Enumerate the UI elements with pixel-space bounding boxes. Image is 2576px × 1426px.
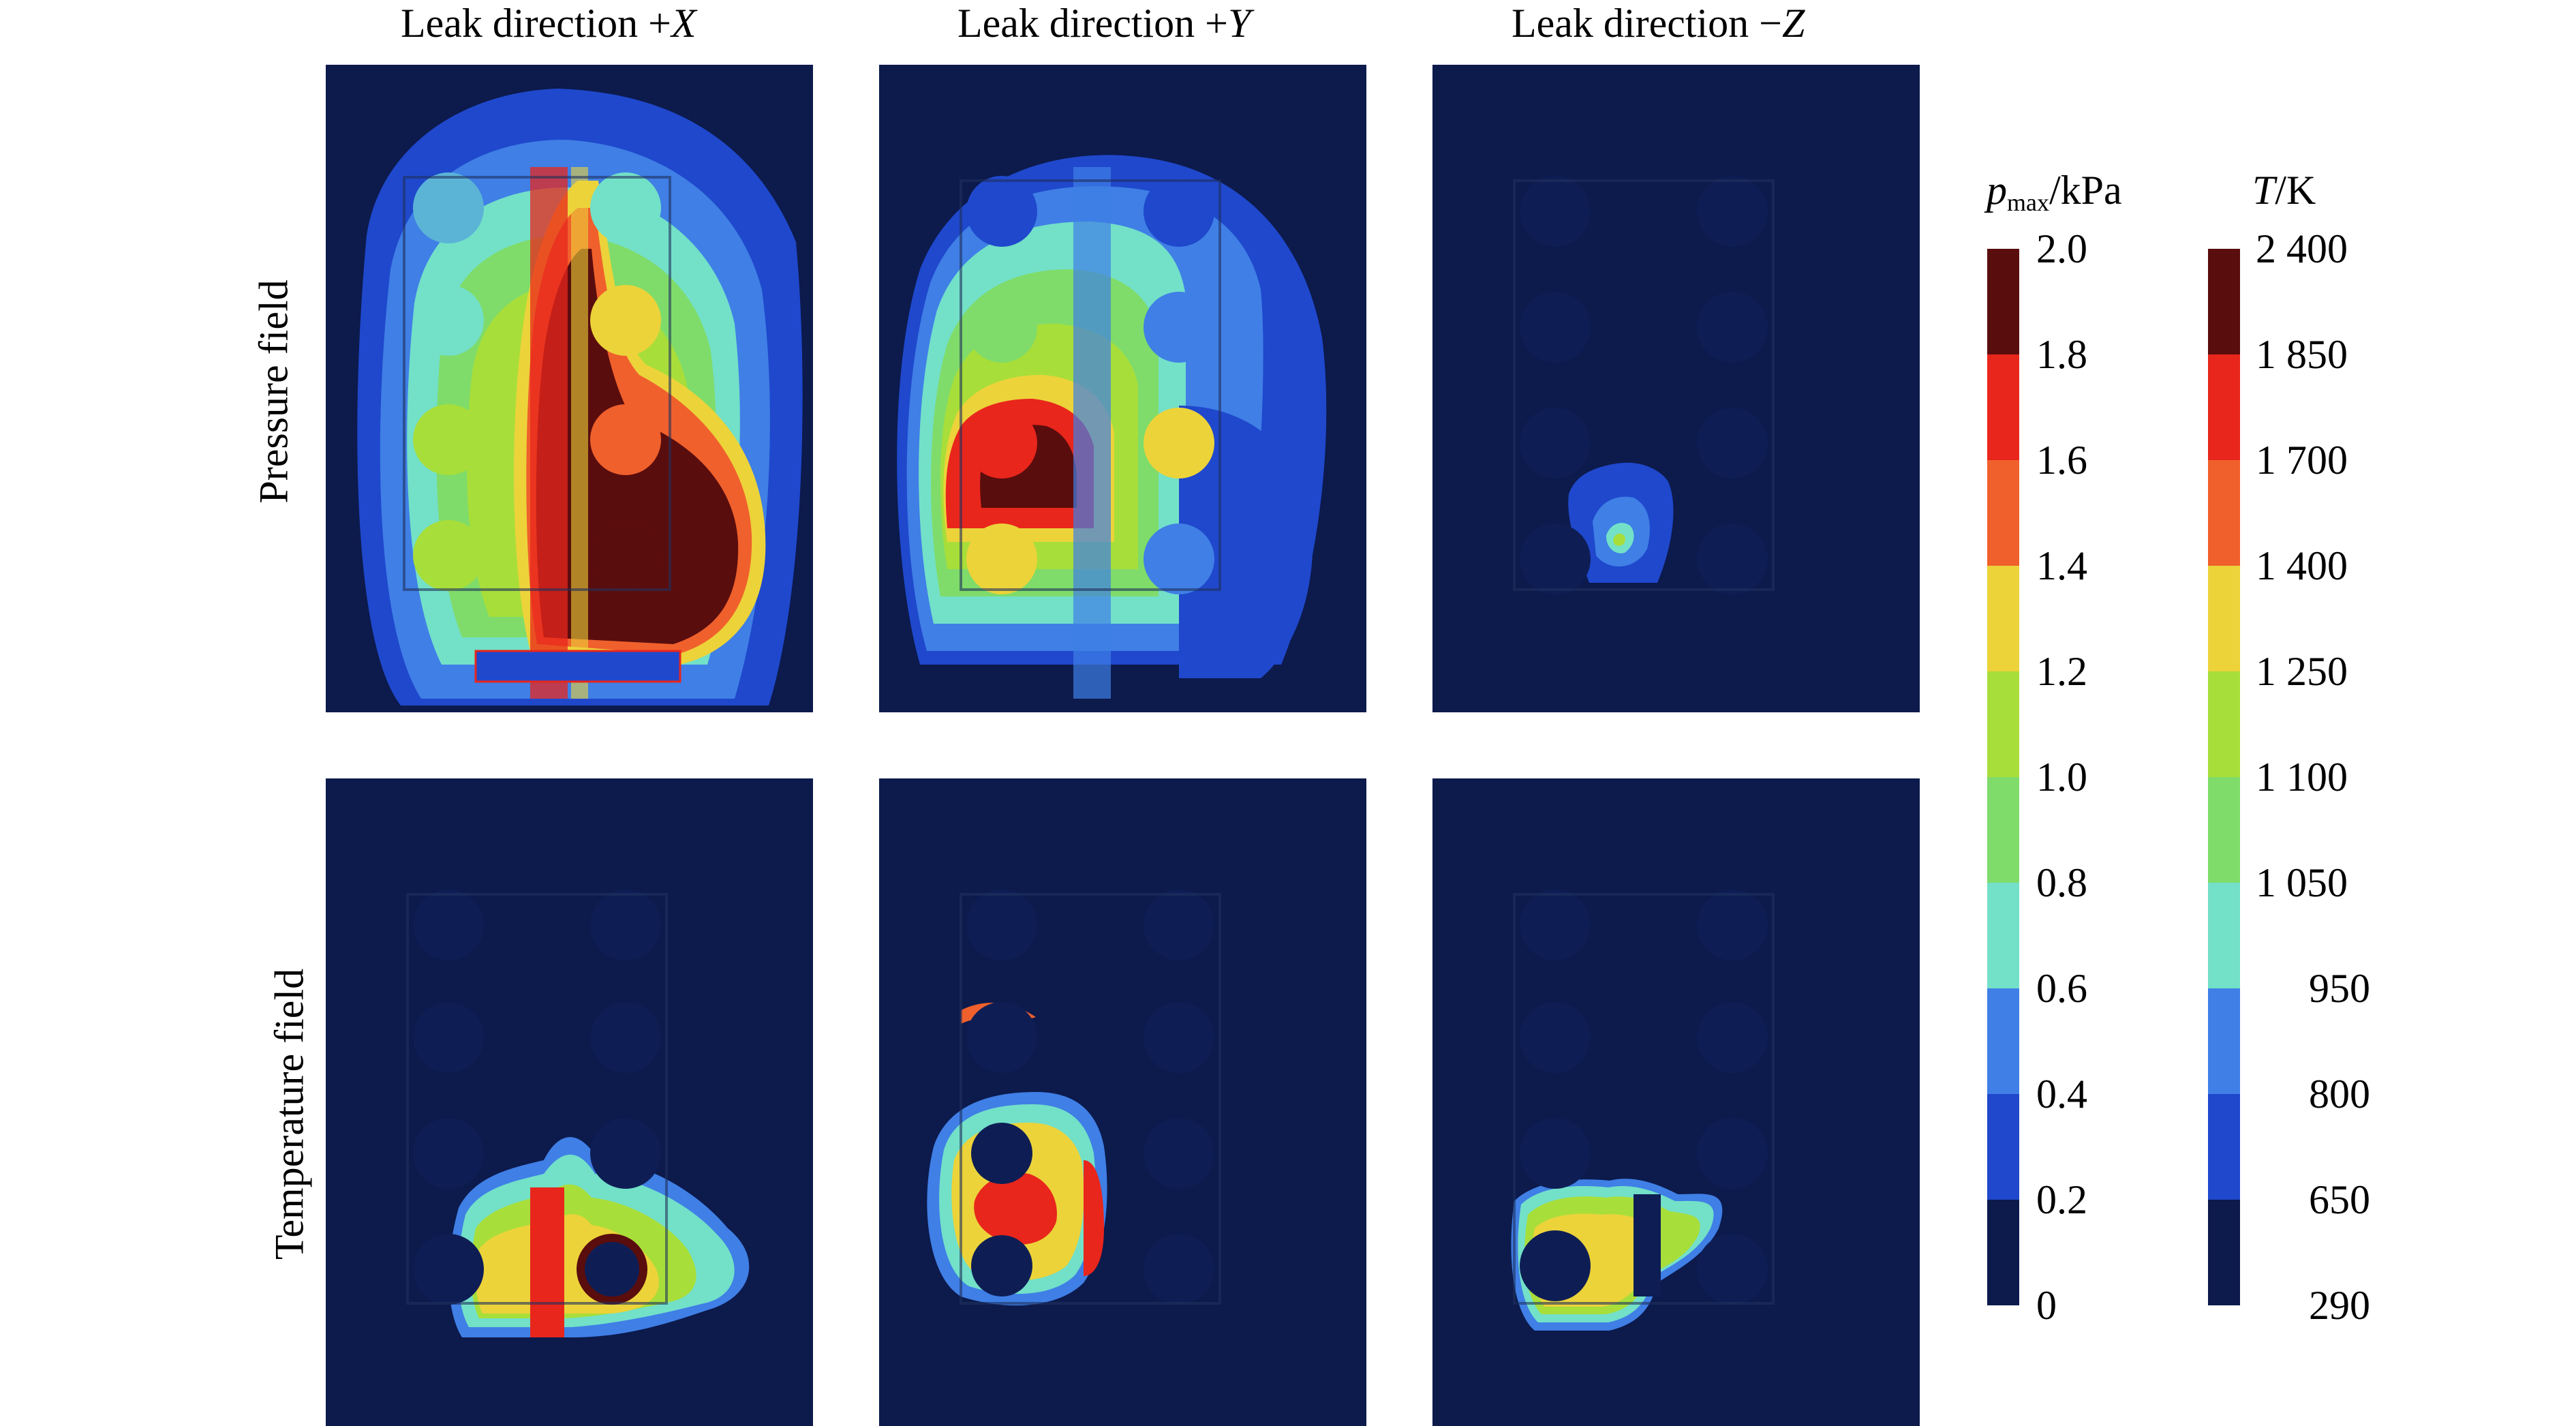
temperature-panel-leak-z — [1432, 778, 1920, 1426]
colorbar-segment — [1987, 249, 2019, 354]
temperature-tick: 950 — [2309, 966, 2370, 1011]
pressure-tick: 0.8 — [2036, 860, 2087, 905]
colorbar-segment — [1987, 883, 2019, 988]
colorbar-segment — [2208, 777, 2240, 883]
temperature-tick: 1 400 — [2256, 543, 2348, 588]
temperature-tick: 650 — [2309, 1177, 2370, 1222]
temperature-field-x-contours — [406, 890, 750, 1337]
pressure-tick: 0.6 — [2036, 966, 2087, 1011]
temperature-field-z-contours — [1511, 890, 1775, 1331]
pressure-tick: 1.4 — [2036, 543, 2087, 588]
pressure-tick: 0.2 — [2036, 1177, 2087, 1222]
temperature-panel-leak-x — [326, 778, 813, 1426]
temperature-tick: 800 — [2309, 1072, 2370, 1117]
colorbar-segment — [2208, 460, 2240, 566]
colorbar-segment — [1987, 1200, 2019, 1305]
temperature-field-y-contours — [927, 890, 1221, 1306]
colorbar-segment — [1987, 566, 2019, 671]
colorbar-segment — [1987, 1094, 2019, 1200]
pressure-field-x-contours — [357, 89, 803, 706]
colorbar-segment — [1987, 777, 2019, 883]
pressure-colorbar-title: pmax/kPa — [1987, 168, 2122, 216]
colorbar-segment — [2208, 1200, 2240, 1305]
pressure-tick: 1.2 — [2036, 649, 2087, 694]
pressure-colorbar — [1987, 249, 2019, 1305]
colorbar-segment — [1987, 354, 2019, 460]
colorbar-segment — [2208, 883, 2240, 988]
pressure-tick: 1.6 — [2036, 438, 2087, 483]
colorbar-segment — [1987, 988, 2019, 1094]
column-title-leak-x: Leak direction +X — [401, 1, 696, 46]
temperature-tick: 1 100 — [2256, 755, 2348, 800]
pressure-panel-leak-x — [326, 65, 813, 712]
pressure-tick: 1.8 — [2036, 332, 2087, 377]
column-title-leak-y: Leak direction +Y — [957, 1, 1251, 46]
pressure-tick: 0.4 — [2036, 1072, 2087, 1117]
pressure-panel-leak-z — [1432, 65, 1920, 712]
temperature-tick: 1 250 — [2256, 649, 2348, 694]
colorbar-segment — [2208, 988, 2240, 1094]
pressure-tick: 0 — [2036, 1283, 2057, 1328]
row-title-pressure: Pressure field — [251, 279, 296, 504]
pressure-tick: 2.0 — [2036, 226, 2087, 271]
temperature-tick: 1 050 — [2256, 860, 2348, 905]
colorbar-segment — [2208, 671, 2240, 777]
pressure-panel-leak-y — [879, 65, 1366, 712]
colorbar-segment — [2208, 249, 2240, 354]
pressure-tick: 1.0 — [2036, 755, 2087, 800]
colorbar-segment — [2208, 1094, 2240, 1200]
temperature-colorbar — [2208, 249, 2240, 1305]
temperature-colorbar-title: T/K — [2252, 168, 2316, 213]
temperature-tick: 290 — [2309, 1283, 2370, 1328]
temperature-tick: 1 700 — [2256, 438, 2348, 483]
colorbar-segment — [1987, 671, 2019, 777]
pressure-field-z-contours — [1513, 176, 1775, 594]
colorbar-segment — [2208, 354, 2240, 460]
pressure-field-y-contours — [897, 155, 1327, 699]
colorbar-segment — [1987, 460, 2019, 566]
temperature-tick: 2 400 — [2256, 226, 2348, 271]
temperature-tick: 1 850 — [2256, 332, 2348, 377]
column-title-leak-z: Leak direction −Z — [1512, 1, 1805, 46]
row-title-temperature: Temperature field — [266, 968, 312, 1260]
colorbar-segment — [2208, 566, 2240, 671]
temperature-panel-leak-y — [879, 778, 1366, 1426]
